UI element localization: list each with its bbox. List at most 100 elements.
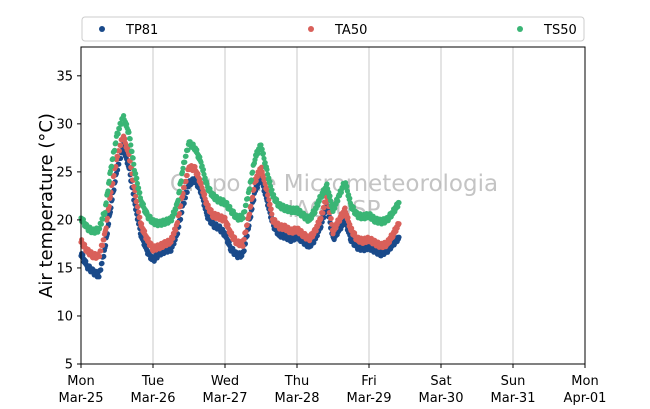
x-tick-label-day: Mon xyxy=(571,374,598,389)
data-point xyxy=(311,240,317,246)
x-tick-label-date: Mar-28 xyxy=(275,391,320,406)
data-point xyxy=(170,235,176,242)
data-point xyxy=(102,210,108,216)
x-tick-label-day: Thu xyxy=(284,374,309,389)
data-point xyxy=(98,248,104,254)
legend: TP81 TA50 TS50 xyxy=(81,16,585,42)
data-point xyxy=(267,201,273,207)
data-point xyxy=(103,200,109,206)
data-point xyxy=(261,155,267,162)
data-point xyxy=(253,178,259,184)
data-point xyxy=(269,211,275,217)
data-point xyxy=(128,142,134,148)
data-point xyxy=(243,229,249,235)
data-point xyxy=(126,129,132,135)
data-point xyxy=(129,148,135,155)
x-tick-label-day: Sat xyxy=(430,374,451,389)
data-point xyxy=(110,156,116,162)
data-point xyxy=(344,183,350,189)
legend-marker-tp81 xyxy=(99,26,105,32)
y-tick-label: 5 xyxy=(65,358,73,373)
data-point xyxy=(199,180,205,186)
data-point xyxy=(113,140,119,146)
data-point xyxy=(131,161,137,167)
data-point xyxy=(327,193,333,199)
data-point xyxy=(133,171,139,177)
data-point xyxy=(242,208,248,215)
data-point xyxy=(183,153,189,159)
data-point xyxy=(105,188,111,194)
data-point xyxy=(134,180,140,187)
x-tick-label-day: Fri xyxy=(361,374,377,389)
y-tick-label: 35 xyxy=(56,69,73,84)
data-point xyxy=(324,181,330,187)
legend-label-ta50: TA50 xyxy=(334,23,367,38)
data-point xyxy=(250,194,256,200)
data-point xyxy=(116,126,122,132)
data-point xyxy=(106,178,112,184)
data-point xyxy=(134,175,140,181)
data-point xyxy=(347,195,353,201)
data-point xyxy=(335,198,341,204)
data-point xyxy=(248,203,254,209)
data-point xyxy=(245,195,251,202)
data-point xyxy=(247,186,253,192)
data-point xyxy=(258,142,264,148)
data-point xyxy=(268,206,274,212)
data-point xyxy=(101,237,107,243)
x-tick-label-day: Sun xyxy=(501,374,526,389)
data-point xyxy=(104,215,110,221)
x-tick-label-date: Mar-31 xyxy=(491,391,536,406)
data-point xyxy=(395,204,401,210)
data-point xyxy=(124,121,130,127)
data-point xyxy=(112,147,118,153)
data-point xyxy=(168,248,174,254)
data-point xyxy=(342,205,348,211)
x-tick-label-date: Mar-27 xyxy=(203,391,248,406)
data-point xyxy=(244,222,250,228)
data-point xyxy=(182,159,188,165)
data-point xyxy=(179,169,185,175)
data-point xyxy=(111,172,117,179)
data-point xyxy=(173,206,179,213)
data-point xyxy=(251,186,257,192)
data-point xyxy=(259,146,265,152)
data-point xyxy=(240,215,246,221)
data-point xyxy=(115,153,121,160)
data-point xyxy=(137,214,143,220)
data-point xyxy=(250,169,256,175)
data-point xyxy=(103,225,109,231)
data-point xyxy=(316,221,322,227)
data-point xyxy=(264,166,270,173)
data-point xyxy=(328,215,334,222)
data-point xyxy=(266,197,272,203)
data-point xyxy=(265,191,271,198)
data-point xyxy=(122,136,128,142)
data-point xyxy=(115,131,121,137)
x-tick-label-day: Tue xyxy=(141,374,164,389)
y-tick-label: 20 xyxy=(56,213,73,228)
plot-frame xyxy=(80,46,586,365)
data-point xyxy=(176,210,182,217)
data-point xyxy=(175,219,181,226)
data-point xyxy=(118,142,124,148)
data-point xyxy=(109,163,115,169)
data-point xyxy=(99,260,105,266)
data-point xyxy=(262,160,268,166)
x-tick-label-date: Apr-01 xyxy=(564,391,607,406)
data-point xyxy=(134,198,140,204)
x-axis: Mon Mar-25 Tue Mar-26 Wed Mar-27 Thu Mar-28 Fri M… xyxy=(59,364,607,406)
legend-box xyxy=(81,16,585,42)
data-point xyxy=(202,191,208,197)
data-point xyxy=(176,188,182,194)
data-point xyxy=(345,215,351,221)
data-point xyxy=(97,253,103,260)
data-point xyxy=(180,165,186,171)
data-point xyxy=(185,147,191,153)
data-point xyxy=(175,197,181,203)
data-point xyxy=(96,274,102,280)
y-tick-label: 25 xyxy=(56,165,73,180)
x-tick-label-day: Wed xyxy=(211,374,239,389)
data-point xyxy=(338,189,344,196)
data-point xyxy=(315,202,321,209)
